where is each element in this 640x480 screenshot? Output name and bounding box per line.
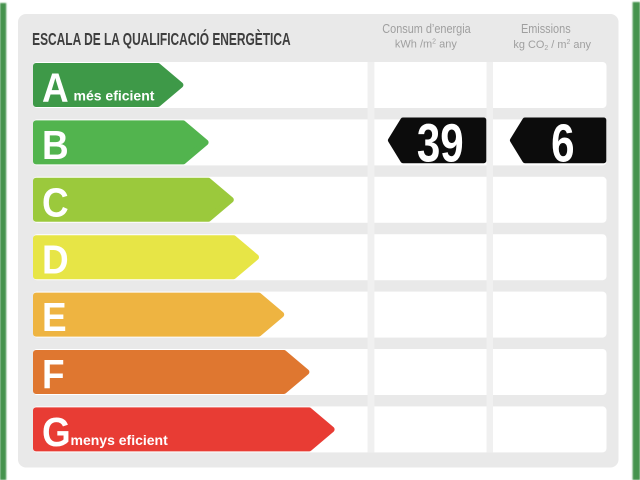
svg-text:B: B	[42, 123, 69, 168]
svg-text:ESCALA DE LA QUALIFICACIÓ ENER: ESCALA DE LA QUALIFICACIÓ ENERGÈTICA	[32, 29, 291, 50]
svg-text:menys eficient: menys eficient	[71, 432, 169, 448]
svg-text:kWh /m2 any: kWh /m2 any	[395, 39, 457, 51]
svg-text:G: G	[42, 410, 71, 455]
svg-text:6: 6	[551, 114, 574, 174]
svg-text:E: E	[42, 295, 67, 340]
svg-text:Consum d’energia: Consum d’energia	[382, 22, 471, 36]
svg-text:F: F	[42, 353, 65, 398]
svg-text:més eficient: més eficient	[74, 88, 155, 104]
svg-text:D: D	[42, 238, 69, 283]
svg-text:kg CO2 / m2 any: kg CO2 / m2 any	[513, 39, 591, 52]
svg-text:Emissions: Emissions	[521, 22, 571, 36]
svg-text:39: 39	[417, 114, 464, 174]
svg-text:C: C	[42, 181, 69, 226]
svg-text:A: A	[42, 66, 69, 111]
